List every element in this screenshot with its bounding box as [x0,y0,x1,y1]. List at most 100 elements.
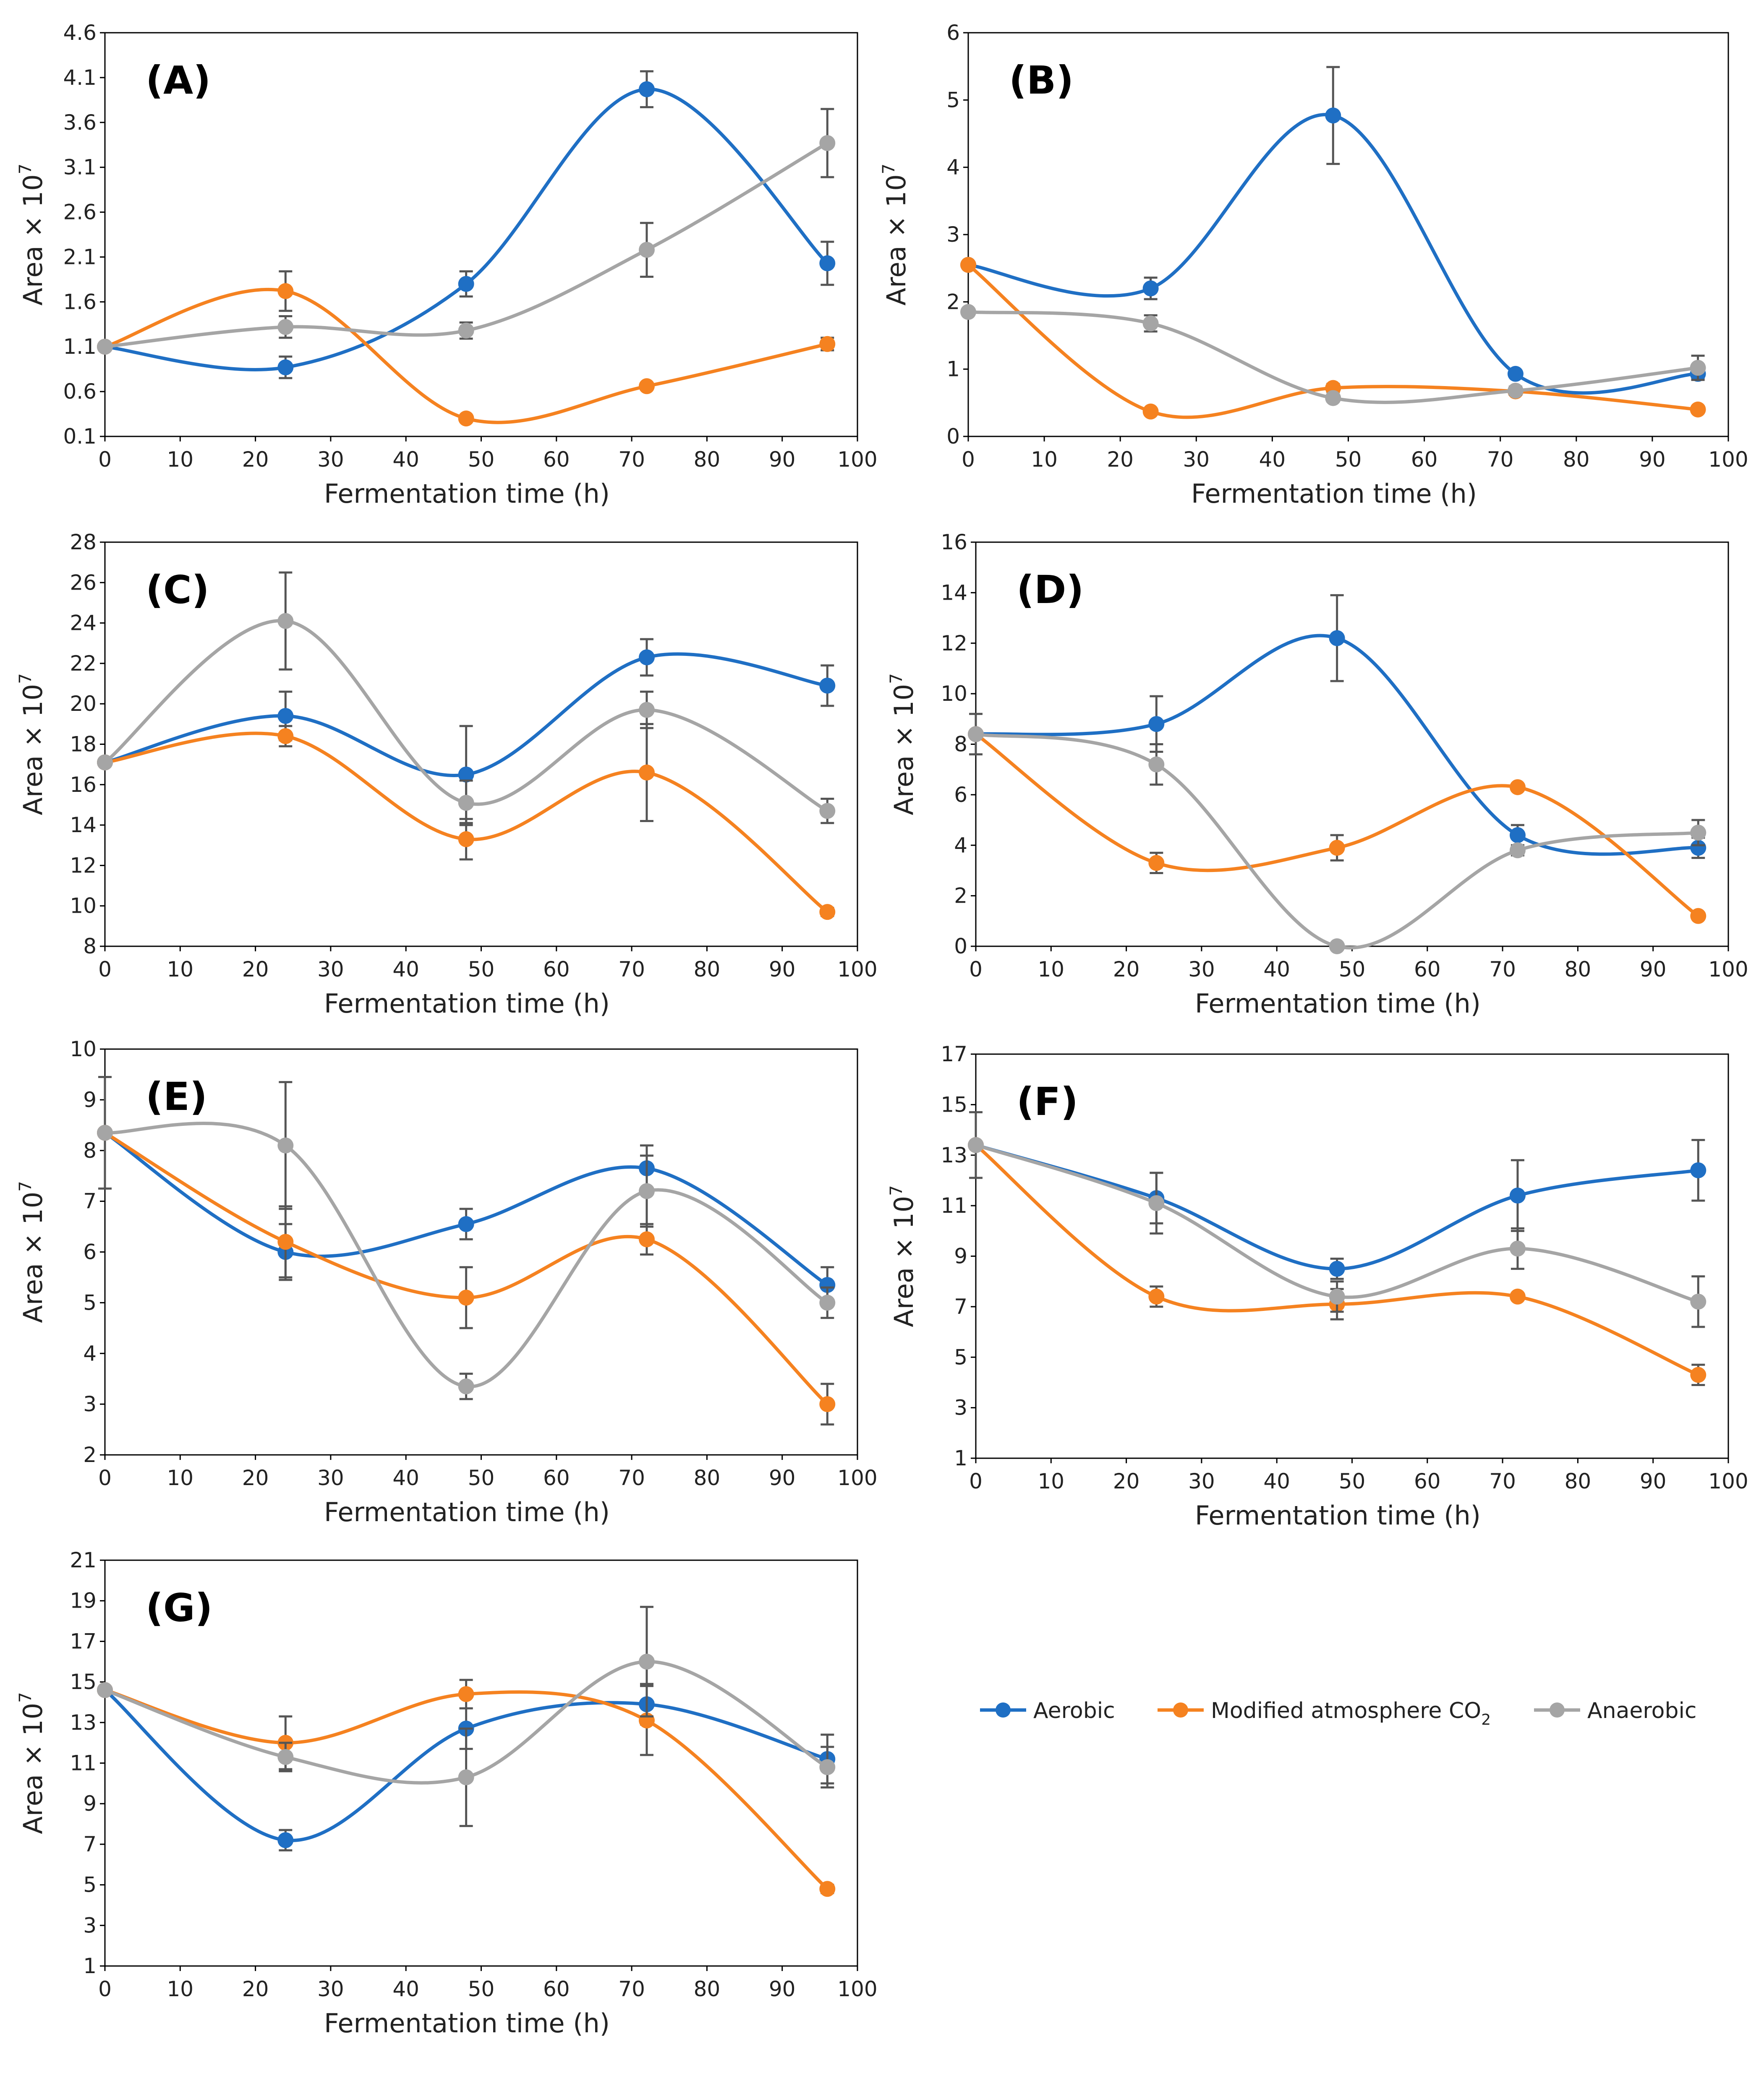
y-tick-label: 0.6 [63,379,97,404]
x-tick-label: 50 [468,1466,495,1490]
y-axis-title: Area × 107 [887,1185,919,1327]
data-point-modified [1509,1288,1526,1305]
data-point-anaerobic [277,1749,294,1765]
x-tick-label: 20 [242,447,269,472]
x-tick-label: 0 [98,957,112,982]
x-tick-label: 0 [962,447,975,472]
x-tick-label: 80 [694,1466,721,1490]
x-tick-label: 40 [392,447,419,472]
x-tick-label: 90 [1639,447,1666,472]
y-tick-label: 2.6 [63,200,97,225]
x-tick-label: 100 [1708,1469,1748,1493]
x-axis-title: Fermentation time (h) [1191,478,1477,509]
x-axis-title: Fermentation time (h) [1195,988,1481,1019]
y-tick-label: 14 [70,813,97,837]
y-tick-label: 6 [954,783,967,807]
data-point-modified [1690,908,1707,924]
y-tick-label: 10 [70,894,97,918]
data-point-modified [277,728,294,744]
data-point-aerobic [277,708,294,724]
data-point-anaerobic [638,702,655,718]
x-tick-label: 70 [1487,447,1514,472]
y-axis-title-main: Area × 10 [18,174,48,305]
y-tick-label: 16 [941,530,967,554]
data-point-modified [458,1290,474,1306]
x-tick-label: 10 [1031,447,1058,472]
panel-label: (F) [1017,1079,1078,1124]
panel-label: (G) [146,1585,213,1630]
y-tick-label: 6 [946,21,960,45]
x-tick-label: 100 [1708,447,1748,472]
x-tick-label: 60 [543,1466,570,1490]
data-point-modified [458,410,474,427]
data-point-aerobic [1142,280,1159,297]
data-point-anaerobic [1509,1240,1526,1257]
x-tick-label: 70 [618,1466,645,1490]
y-tick-label: 4 [83,1341,97,1365]
y-tick-label: 2 [946,290,960,314]
x-axis-title: Fermentation time (h) [324,1497,610,1527]
data-point-aerobic [1509,827,1526,843]
y-axis-title: Area × 107 [16,1692,48,1834]
x-tick-label: 50 [468,447,495,472]
data-point-modified [638,1231,655,1248]
x-tick-label: 100 [1708,957,1748,982]
data-point-aerobic [458,1216,474,1232]
x-tick-label: 60 [543,447,570,472]
y-tick-label: 1 [83,1954,97,1978]
data-point-modified [1690,401,1706,418]
data-point-modified [277,1234,294,1250]
y-tick-label: 28 [70,530,97,554]
legend-label-modified-main: Modified atmosphere CO [1211,1698,1481,1723]
data-point-anaerobic [1507,382,1524,399]
y-tick-label: 2.1 [63,245,97,269]
x-tick-label: 50 [468,1977,495,2001]
y-tick-label: 3 [83,1392,97,1416]
y-axis-title: Area × 107 [887,673,919,815]
y-axis-title-main: Area × 10 [18,1192,48,1323]
y-tick-label: 9 [954,1244,967,1269]
data-point-anaerobic [819,135,836,151]
y-tick-label: 0.1 [63,424,97,449]
x-tick-label: 30 [1183,447,1210,472]
y-tick-label: 3 [83,1913,97,1937]
y-tick-label: 2 [83,1443,97,1467]
y-tick-label: 9 [83,1791,97,1816]
x-tick-label: 0 [98,447,112,472]
x-tick-label: 60 [1414,1469,1441,1493]
x-tick-label: 70 [618,957,645,982]
x-tick-label: 30 [317,957,344,982]
x-tick-label: 80 [1565,1469,1592,1493]
series-anaerobic [968,1137,1707,1328]
y-tick-label: 3.6 [63,110,97,135]
data-point-aerobic [1325,107,1341,124]
x-tick-label: 90 [769,1466,796,1490]
y-tick-label: 16 [70,773,97,797]
x-tick-label: 60 [543,1977,570,2001]
x-tick-label: 40 [1263,1469,1290,1493]
y-tick-label: 17 [941,1042,967,1066]
x-tick-label: 70 [1489,957,1516,982]
data-point-modified [1329,840,1345,856]
data-point-aerobic [1329,1261,1345,1277]
x-tick-label: 90 [1640,957,1667,982]
legend-marker-modified [1173,1702,1188,1718]
y-tick-label: 8 [83,934,97,958]
y-tick-label: 5 [954,1345,967,1369]
data-point-modified [819,336,836,352]
x-axis-title: Fermentation time (h) [324,988,610,1019]
y-tick-label: 3 [954,1396,967,1420]
x-tick-label: 60 [1411,447,1438,472]
y-axis-title-superscript: 7 [16,1692,35,1702]
y-tick-label: 22 [70,651,97,676]
x-tick-label: 20 [242,1977,269,2001]
y-axis-title: Area × 107 [879,164,912,305]
data-point-anaerobic [968,1137,984,1153]
y-axis-title-superscript: 7 [887,1185,906,1196]
data-point-aerobic [638,81,655,97]
y-tick-label: 4 [954,833,967,857]
legend-marker-anaerobic [1550,1702,1565,1718]
y-tick-label: 0 [954,934,967,958]
data-point-modified [1690,1367,1707,1383]
